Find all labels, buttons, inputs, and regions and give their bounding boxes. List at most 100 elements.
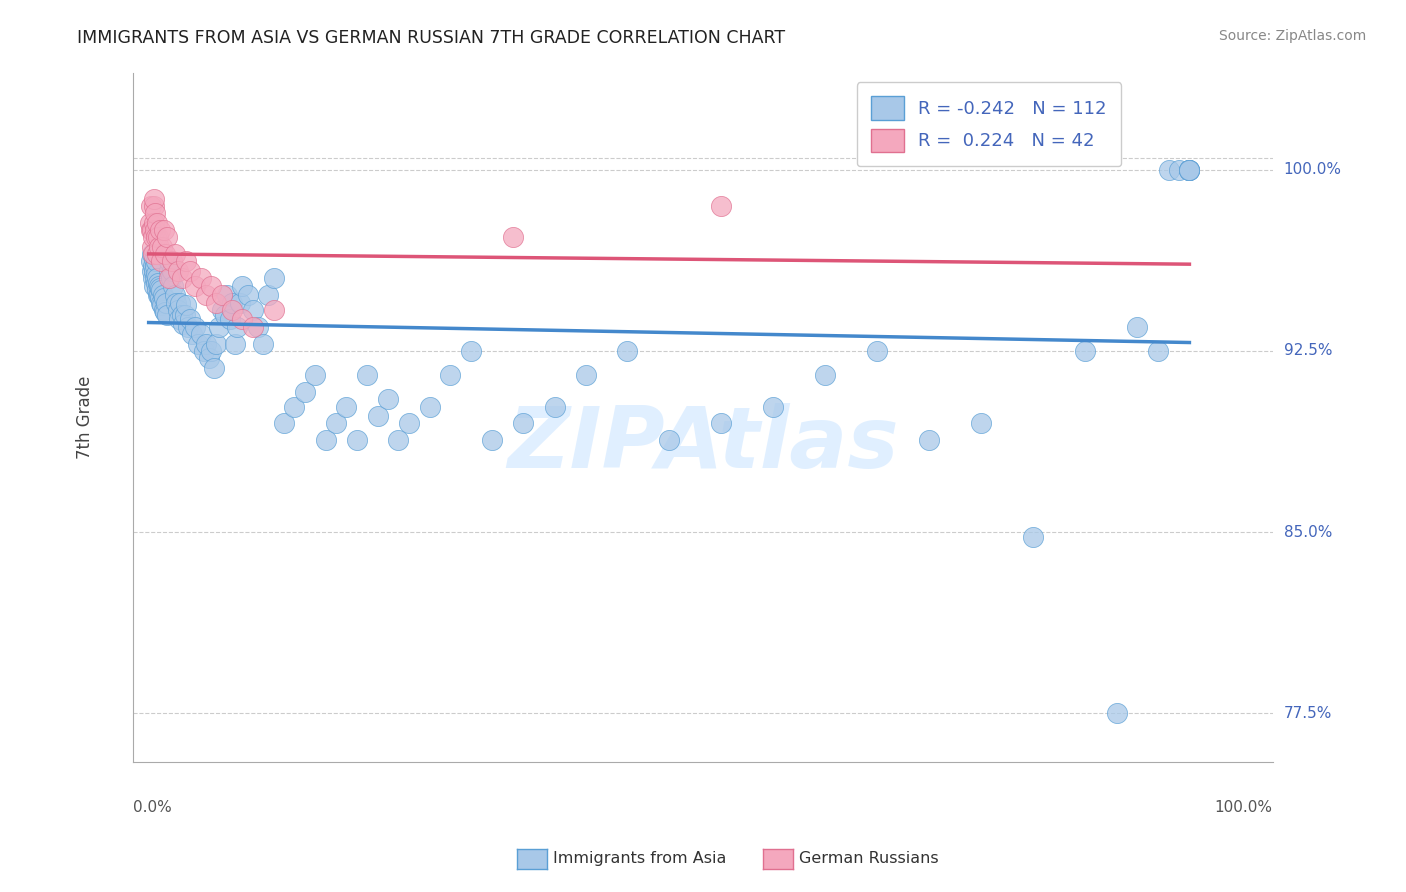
Point [814, 368, 837, 383]
Point [918, 434, 941, 448]
Point [294, 384, 316, 399]
Point [150, 284, 173, 298]
Point [153, 302, 176, 317]
Point [162, 278, 184, 293]
Legend: R = -0.242   N = 112, R =  0.224   N = 42: R = -0.242 N = 112, R = 0.224 N = 42 [856, 82, 1121, 166]
Point [142, 216, 165, 230]
Point [146, 288, 169, 302]
Point [263, 271, 285, 285]
Point [141, 223, 163, 237]
Point [143, 271, 166, 285]
Point [142, 230, 165, 244]
Point [166, 302, 188, 317]
Point [143, 223, 166, 237]
Point [150, 298, 173, 312]
Point [148, 288, 170, 302]
Point [236, 288, 259, 302]
Point [214, 308, 236, 322]
Point [141, 264, 163, 278]
Point [160, 264, 183, 278]
Point [149, 223, 172, 237]
Point [142, 260, 165, 274]
Text: 0.0%: 0.0% [134, 799, 172, 814]
Point [387, 434, 409, 448]
Point [181, 326, 204, 341]
Point [142, 192, 165, 206]
Point [252, 336, 274, 351]
Point [211, 288, 233, 302]
Point [194, 288, 217, 302]
Point [159, 271, 181, 285]
Point [202, 360, 225, 375]
Point [145, 267, 167, 281]
Point [1022, 530, 1045, 544]
Point [177, 319, 200, 334]
Point [148, 240, 170, 254]
Point [167, 312, 190, 326]
Point [543, 400, 565, 414]
Point [174, 254, 197, 268]
Point [1105, 706, 1128, 721]
Point [155, 247, 177, 261]
Point [208, 319, 231, 334]
Point [159, 264, 181, 278]
Point [242, 302, 264, 317]
Text: 77.5%: 77.5% [1284, 706, 1331, 721]
Point [152, 288, 174, 302]
Point [224, 336, 246, 351]
Point [575, 368, 598, 383]
Point [143, 206, 166, 220]
Point [205, 295, 228, 310]
Point [139, 254, 162, 268]
Point [218, 312, 240, 326]
Point [159, 254, 181, 268]
Text: Immigrants from Asia: Immigrants from Asia [553, 852, 725, 866]
Point [246, 319, 269, 334]
Text: 85.0%: 85.0% [1284, 524, 1331, 540]
Point [142, 199, 165, 213]
Point [866, 343, 889, 358]
Point [273, 417, 295, 431]
Point [142, 264, 165, 278]
Point [1178, 162, 1201, 177]
Point [156, 230, 179, 244]
Point [1126, 319, 1149, 334]
Point [762, 400, 785, 414]
Point [138, 216, 160, 230]
Point [169, 295, 191, 310]
Point [658, 434, 681, 448]
Point [187, 336, 209, 351]
Point [170, 271, 193, 285]
Point [257, 288, 280, 302]
Point [1178, 162, 1201, 177]
Point [163, 247, 186, 261]
Point [166, 264, 188, 278]
Point [242, 319, 264, 334]
Point [1178, 162, 1201, 177]
Point [325, 417, 347, 431]
Point [710, 417, 733, 431]
Point [190, 326, 212, 341]
Point [481, 434, 503, 448]
Point [377, 392, 399, 407]
Point [398, 417, 420, 431]
Point [146, 271, 169, 285]
Point [231, 312, 253, 326]
Point [145, 254, 167, 268]
Point [142, 247, 165, 261]
Point [184, 319, 207, 334]
Point [1178, 162, 1201, 177]
Point [153, 291, 176, 305]
Point [143, 260, 166, 274]
Point [153, 223, 176, 237]
Point [502, 230, 524, 244]
Point [226, 319, 249, 334]
Point [198, 351, 221, 366]
Point [356, 368, 378, 383]
Point [146, 216, 169, 230]
Point [141, 240, 163, 254]
Point [283, 400, 305, 414]
Point [616, 343, 638, 358]
Point [155, 295, 177, 310]
Point [1157, 162, 1180, 177]
